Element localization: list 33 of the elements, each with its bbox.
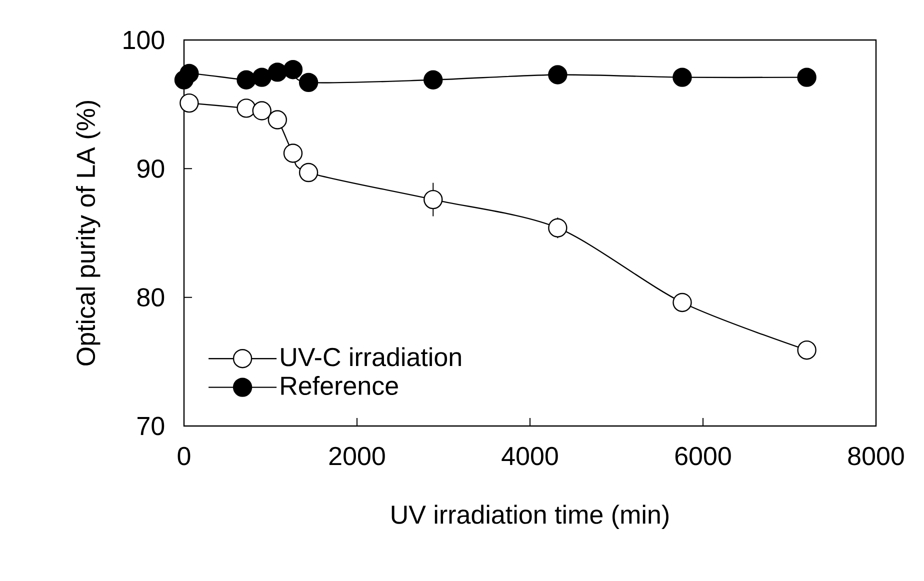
x-tick-label: 0 — [178, 446, 190, 466]
point — [424, 70, 443, 90]
x-tick-label: 6000 — [675, 446, 731, 466]
point — [672, 292, 692, 312]
point — [548, 218, 568, 238]
legend-label: Reference — [281, 376, 398, 396]
x-axis-title: UV irradiation time (min) — [392, 504, 668, 530]
point — [268, 110, 288, 130]
y-tick-label: 80 — [137, 288, 164, 307]
point — [283, 60, 303, 80]
legend-label: UV-C irradiation — [281, 347, 461, 366]
point — [236, 70, 256, 90]
x-tick-label: 2000 — [329, 446, 385, 466]
point — [252, 68, 272, 87]
x-tick-label: 8000 — [848, 446, 904, 466]
point — [236, 98, 256, 118]
point — [180, 93, 199, 113]
point — [797, 340, 816, 360]
point — [797, 68, 816, 87]
point — [298, 162, 318, 182]
point — [298, 72, 318, 92]
point — [283, 144, 303, 163]
point — [672, 68, 692, 87]
point — [252, 101, 272, 120]
point — [424, 190, 443, 210]
y-tick-label: 100 — [124, 30, 164, 50]
y-axis-title: Optical purity of LA (%) — [76, 100, 100, 366]
point — [268, 62, 288, 82]
y-tick-label: 90 — [137, 159, 164, 178]
x-tick-label: 4000 — [502, 446, 558, 466]
y-tick-label: 70 — [138, 416, 164, 436]
point — [548, 65, 568, 84]
point — [180, 64, 199, 84]
